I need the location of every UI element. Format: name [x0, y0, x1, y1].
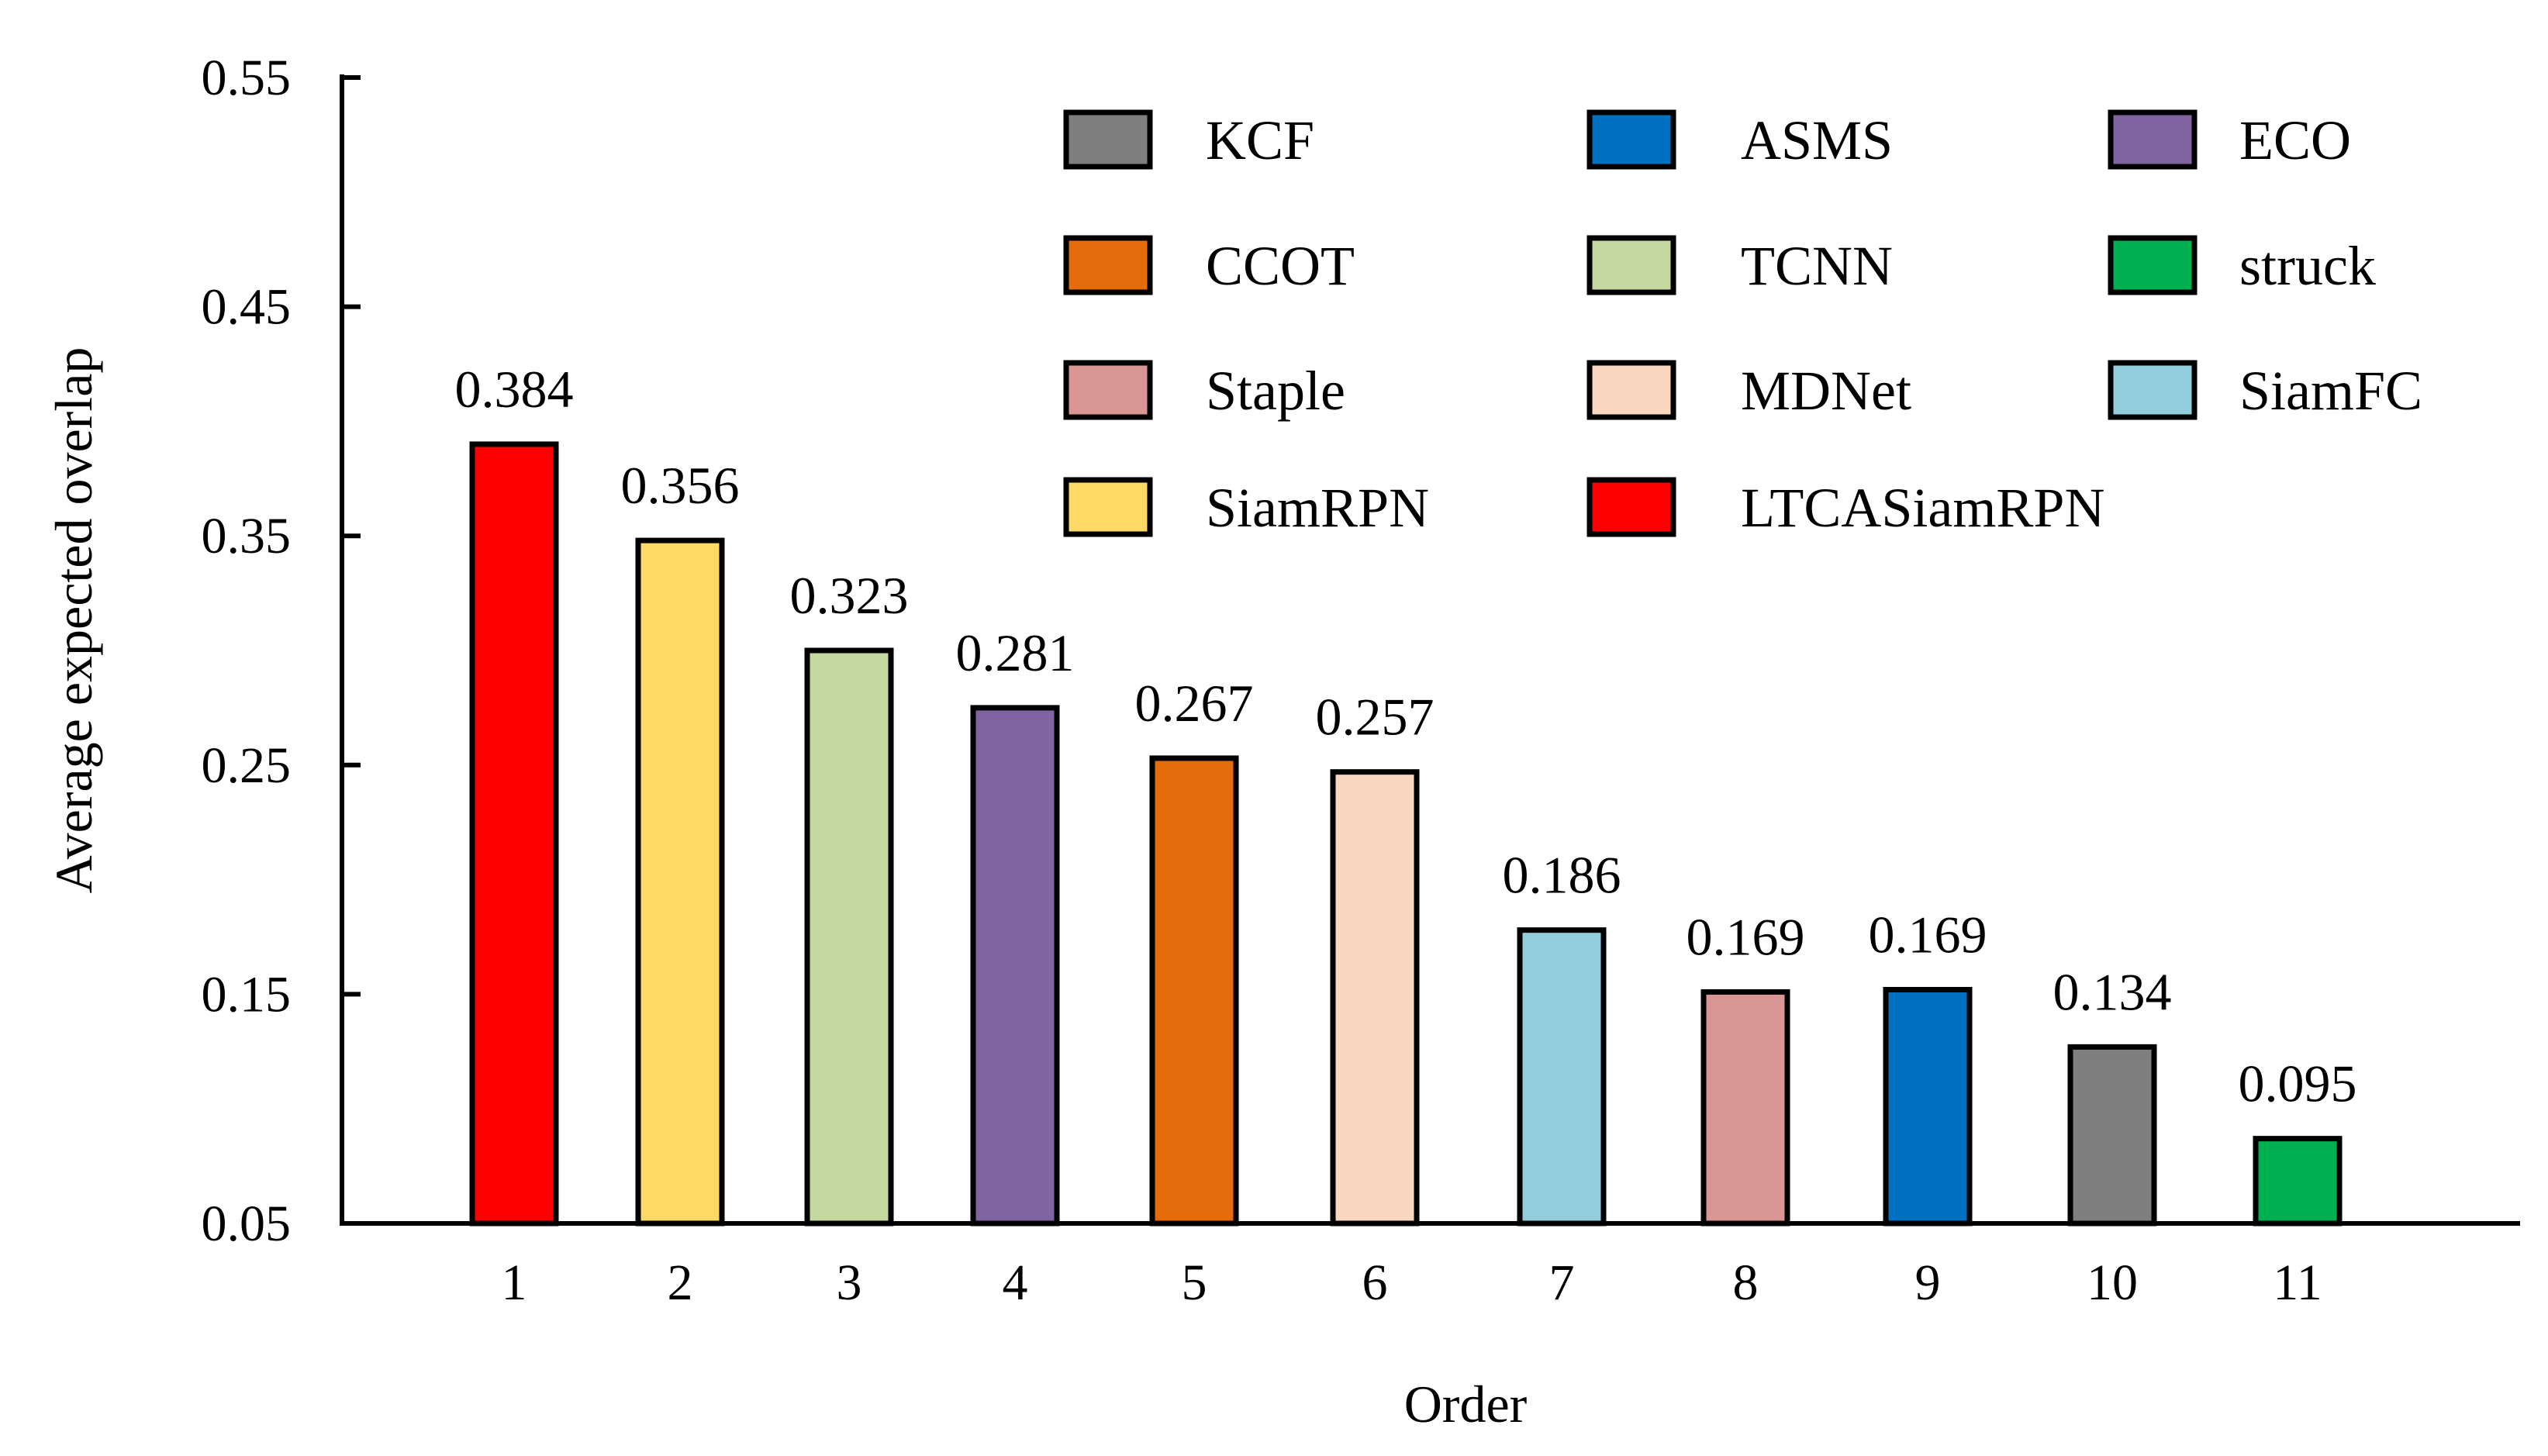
x-tick-label: 6 [1362, 1254, 1388, 1311]
legend: KCF ASMS ECO CCOT TCNN struck Staple MDNet SiamF… [1063, 109, 2422, 539]
bar-MDNet [1330, 769, 1420, 1227]
legend-label-SiamFC: SiamFC [2239, 360, 2422, 422]
x-tick-label: 5 [1182, 1254, 1207, 1311]
legend-swatch-SiamFC [2108, 360, 2198, 420]
y-tick-label: 0.15 [202, 966, 292, 1023]
x-tick-label: 8 [1733, 1254, 1759, 1311]
bar-ASMS [1883, 986, 1973, 1227]
bar-CCOT [1149, 755, 1239, 1227]
axes-layer: 1 2 3 4 5 6 7 8 9 10 11 0.05 0.15 0.25 0.35 0.45 0.55 [202, 50, 2520, 1311]
legend-label-Staple: Staple [1206, 360, 1345, 422]
x-tick-label: 9 [1915, 1254, 1941, 1311]
bar-struck [2253, 1136, 2343, 1227]
y-tick-label: 0.25 [202, 737, 292, 794]
x-tick-label: 2 [668, 1254, 693, 1311]
bar-TCNN [804, 647, 894, 1227]
value-labels-layer: 0.384 0.356 0.323 0.281 0.267 0.257 0.186 0.169… [455, 360, 2357, 1113]
x-tick-label: 3 [837, 1254, 862, 1311]
bar-KCF [2067, 1044, 2157, 1227]
legend-label-KCF: KCF [1206, 109, 1314, 171]
y-tick-label: 0.05 [202, 1196, 292, 1252]
legend-label-TCNN: TCNN [1741, 235, 1893, 297]
bar-SiamRPN [635, 537, 725, 1227]
bar-ECO [970, 705, 1060, 1227]
x-tick-label: 11 [2273, 1254, 2322, 1311]
legend-swatch-ECO [2108, 109, 2198, 170]
value-label: 0.384 [455, 360, 574, 419]
value-label: 0.169 [1687, 907, 1805, 966]
legend-label-LTCASiamRPN: LTCASiamRPN [1741, 477, 2104, 539]
bar-Staple [1700, 988, 1790, 1227]
y-tick-label: 0.55 [202, 50, 292, 106]
bar-LTCASiamRPN [469, 441, 559, 1227]
value-label: 0.356 [621, 456, 740, 515]
x-axis-title: Order [1404, 1375, 1528, 1434]
bars-layer [469, 441, 2343, 1227]
y-tick-label: 0.35 [202, 508, 292, 564]
legend-swatch-LTCASiamRPN [1586, 477, 1676, 537]
value-label: 0.134 [2053, 962, 2172, 1021]
legend-label-ECO: ECO [2239, 109, 2351, 171]
value-label: 0.186 [1503, 846, 1621, 905]
legend-label-ASMS: ASMS [1741, 109, 1893, 171]
legend-swatch-Staple [1063, 360, 1153, 420]
value-label: 0.267 [1135, 674, 1254, 733]
x-tick-label: 10 [2087, 1254, 2138, 1311]
value-label: 0.257 [1316, 688, 1435, 747]
y-tick-label: 0.45 [202, 279, 292, 336]
legend-label-struck: struck [2239, 235, 2376, 297]
legend-swatch-CCOT [1063, 235, 1153, 295]
legend-swatch-SiamRPN [1063, 477, 1153, 537]
y-axis-title: Average expected overlap [44, 347, 103, 894]
value-label: 0.095 [2239, 1054, 2357, 1113]
bar-SiamFC [1517, 927, 1607, 1227]
legend-swatch-MDNet [1586, 360, 1676, 420]
value-label: 0.281 [956, 623, 1075, 682]
x-tick-label: 1 [502, 1254, 527, 1311]
legend-label-MDNet: MDNet [1741, 360, 1911, 422]
legend-swatch-struck [2108, 235, 2198, 295]
x-tick-label: 7 [1549, 1254, 1575, 1311]
x-tick-label: 4 [1003, 1254, 1028, 1311]
legend-label-CCOT: CCOT [1206, 235, 1355, 297]
value-label: 0.323 [790, 566, 909, 625]
legend-label-SiamRPN: SiamRPN [1206, 477, 1429, 539]
value-label: 0.169 [1869, 905, 1987, 964]
legend-swatch-KCF [1063, 109, 1153, 170]
legend-swatch-TCNN [1586, 235, 1676, 295]
legend-swatch-ASMS [1586, 109, 1676, 170]
